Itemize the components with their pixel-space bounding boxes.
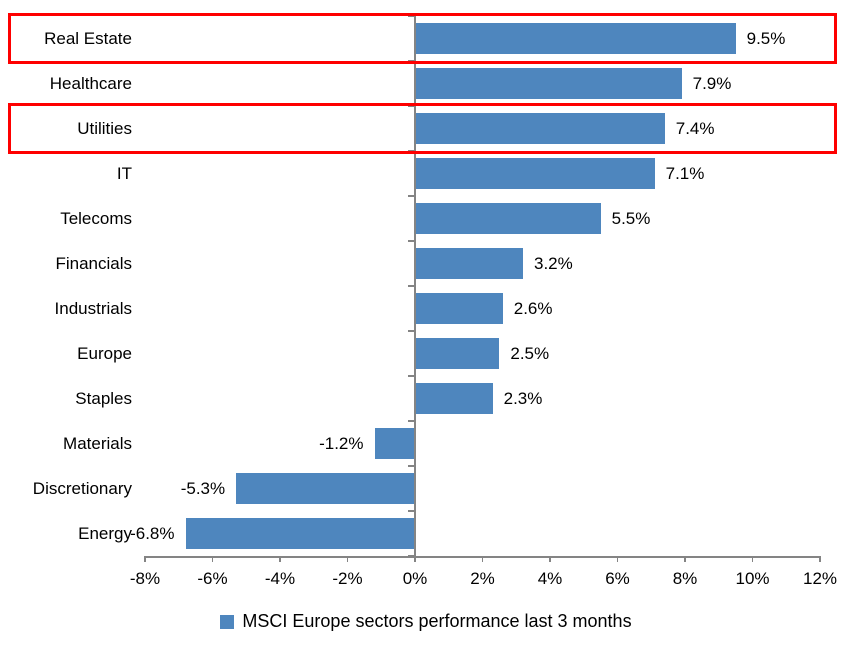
category-label: Telecoms xyxy=(60,209,132,228)
x-axis-tick-label: -8% xyxy=(129,569,161,588)
category-axis-tick xyxy=(408,15,415,17)
x-axis-tick-label: -4% xyxy=(264,569,296,588)
bar xyxy=(374,428,415,459)
bar xyxy=(185,518,415,549)
bar xyxy=(415,23,736,54)
x-axis-tick-label: 0% xyxy=(402,569,428,588)
value-label: 7.1% xyxy=(665,164,705,183)
value-axis-tick xyxy=(346,556,349,562)
value-label: 2.5% xyxy=(510,344,550,363)
category-label: Energy xyxy=(78,524,132,543)
value-label: 9.5% xyxy=(746,29,786,48)
value-axis-tick xyxy=(819,556,821,562)
category-axis-line xyxy=(414,16,416,556)
value-label: 7.4% xyxy=(675,119,715,138)
legend-label: MSCI Europe sectors performance last 3 m… xyxy=(242,611,632,631)
legend-marker-icon xyxy=(220,614,235,629)
x-axis-tick-label: -2% xyxy=(332,569,363,588)
category-axis-tick xyxy=(408,240,415,242)
value-label: -6.8% xyxy=(130,524,175,543)
x-axis-tick-label: -6% xyxy=(197,569,228,588)
value-label: 7.9% xyxy=(692,74,732,93)
value-axis-tick xyxy=(144,556,146,562)
category-label: Real Estate xyxy=(44,29,132,48)
legend: MSCI Europe sectors performance last 3 m… xyxy=(0,610,852,632)
category-label: Materials xyxy=(63,434,132,453)
value-axis-tick xyxy=(751,556,754,562)
x-axis-tick-label: 6% xyxy=(605,569,630,588)
value-label: 2.6% xyxy=(513,299,553,318)
category-axis-tick xyxy=(408,150,415,152)
category-axis-tick xyxy=(408,375,415,377)
x-axis-tick-label: 12% xyxy=(802,569,838,588)
value-axis-tick xyxy=(279,556,281,562)
category-label: Discretionary xyxy=(32,479,132,498)
bar xyxy=(415,248,523,279)
category-axis-tick xyxy=(408,105,415,107)
value-label: 2.3% xyxy=(503,389,543,408)
category-axis-tick xyxy=(408,60,415,62)
value-axis-tick xyxy=(211,556,214,562)
category-axis-tick xyxy=(408,330,415,332)
value-axis-tick xyxy=(616,556,619,562)
x-axis-tick-label: 8% xyxy=(672,569,698,588)
category-axis-tick xyxy=(408,465,415,467)
category-axis-tick xyxy=(408,510,415,512)
bar xyxy=(415,158,655,189)
category-axis-tick xyxy=(408,195,415,197)
bar xyxy=(415,383,493,414)
bar xyxy=(415,338,500,369)
x-axis-tick-label: 4% xyxy=(537,569,563,588)
category-axis-tick xyxy=(408,285,415,287)
value-label: 3.2% xyxy=(534,254,573,273)
x-axis-tick-label: 10% xyxy=(735,569,770,588)
value-label: -1.2% xyxy=(319,434,364,453)
category-label: Healthcare xyxy=(49,74,132,93)
bar xyxy=(415,293,503,324)
category-label: Utilities xyxy=(77,119,132,138)
category-label: IT xyxy=(116,164,132,183)
value-axis-tick xyxy=(549,556,551,562)
value-label: -5.3% xyxy=(180,479,226,498)
bar xyxy=(415,68,682,99)
value-label: 5.5% xyxy=(611,209,651,228)
category-label: Europe xyxy=(77,344,132,363)
x-axis-tick-label: 2% xyxy=(470,569,495,588)
category-label: Industrials xyxy=(54,299,132,318)
value-axis-tick xyxy=(481,556,484,562)
bar xyxy=(415,113,665,144)
value-axis-tick xyxy=(684,556,686,562)
category-axis-tick xyxy=(408,420,415,422)
bar xyxy=(236,473,415,504)
category-label: Financials xyxy=(55,254,132,273)
value-axis-tick xyxy=(414,556,416,562)
bar xyxy=(415,203,601,234)
category-label: Staples xyxy=(75,389,132,408)
